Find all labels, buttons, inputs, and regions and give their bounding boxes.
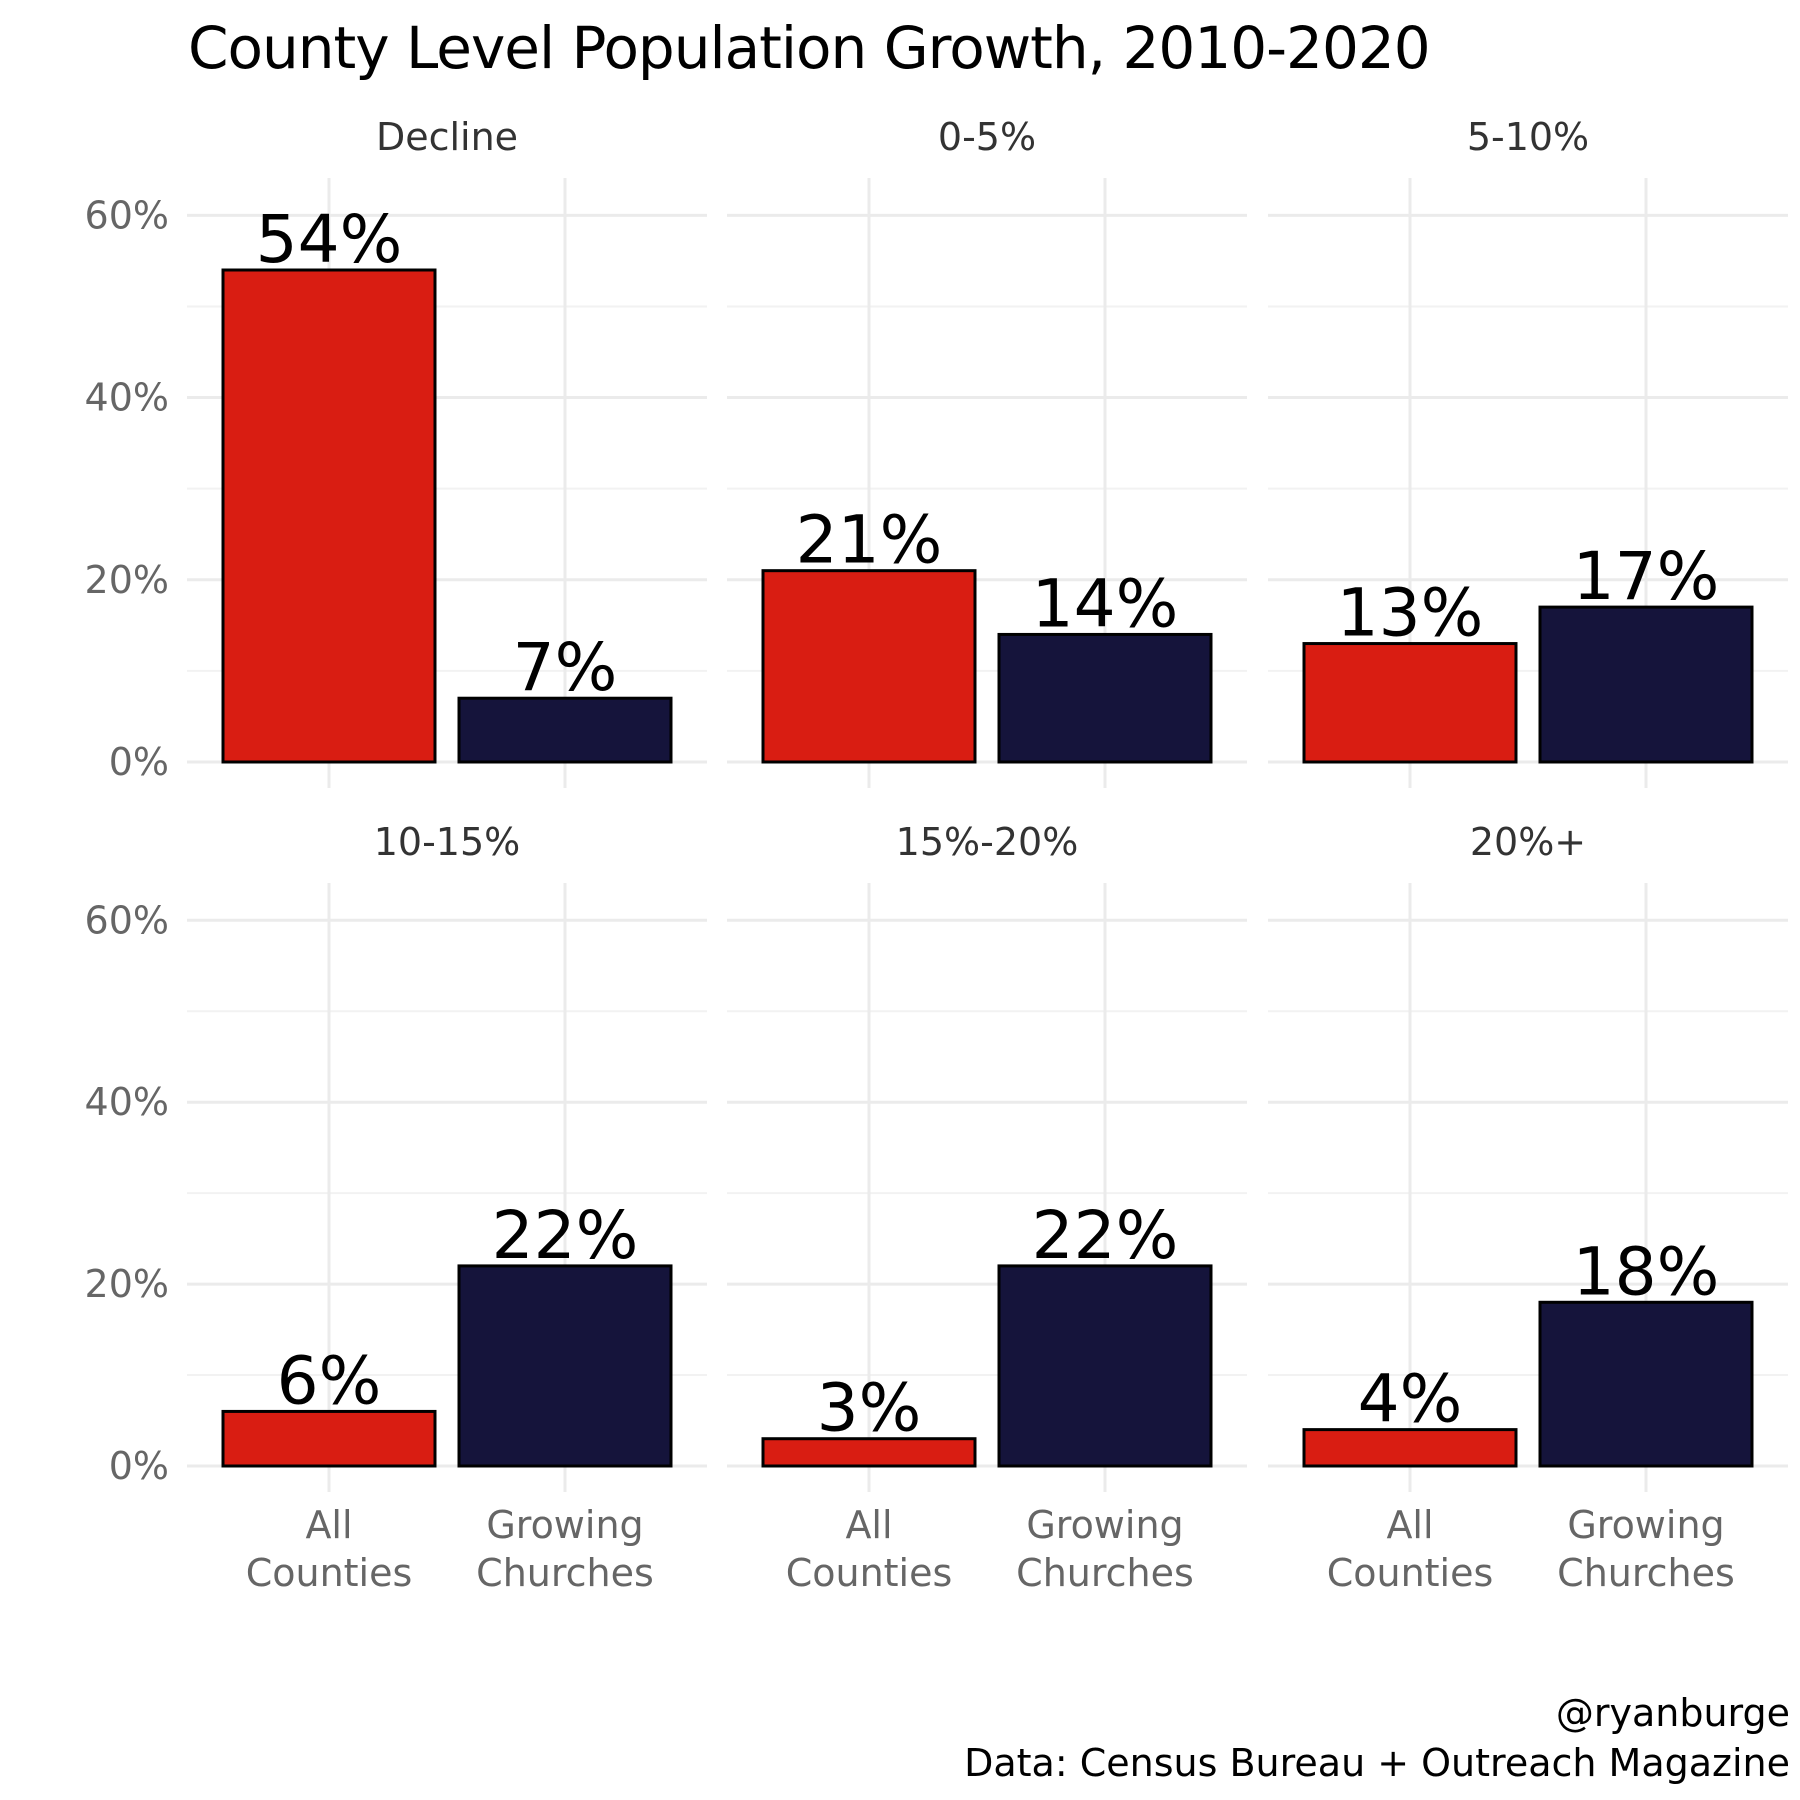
x-category-label-line: Counties: [1327, 1551, 1494, 1595]
x-category-label-line: All: [305, 1503, 352, 1547]
facet-panel-3: 10-15% 6% 22% 0% 20% 40% 60% All Counties Growing…: [85, 820, 707, 1595]
y-tick-label: 40%: [85, 376, 169, 420]
x-category-label-line: Counties: [246, 1551, 413, 1595]
facet-strip-label: 5-10%: [1467, 115, 1589, 159]
facet-strip-label: 0-5%: [938, 115, 1036, 159]
x-category-label: Growing Churches: [476, 1503, 654, 1595]
facet-strip-label: 10-15%: [374, 820, 521, 864]
data-label: 7%: [513, 629, 618, 706]
x-category-label: All Counties: [1327, 1503, 1494, 1595]
data-label: 18%: [1573, 1233, 1720, 1310]
facet-strip-label: Decline: [376, 115, 518, 159]
facet-panel-4: 15%-20% 3% 22% All Counties Growing Churches: [727, 820, 1247, 1595]
x-category-label: Growing Churches: [1557, 1503, 1735, 1595]
facet-strip-label: 20%+: [1470, 820, 1586, 864]
bar-all-counties: [761, 1437, 977, 1468]
bar-growing-churches: [1538, 1300, 1754, 1468]
facet-panel-2: 5-10% 13% 17%: [1268, 115, 1788, 788]
bar-all-counties: [1302, 1428, 1518, 1468]
y-tick-label: 60%: [85, 193, 169, 237]
facet-panel-0: Decline 54% 7% 0% 20% 40% 60%: [85, 115, 707, 788]
x-category-label-line: Counties: [786, 1551, 953, 1595]
bar-all-counties: [221, 268, 437, 764]
data-label: 13%: [1337, 575, 1484, 652]
bar-growing-churches: [457, 696, 673, 764]
data-label: 54%: [256, 201, 403, 278]
y-tick-label: 60%: [85, 898, 169, 942]
bar-growing-churches: [457, 1264, 673, 1468]
x-category-label-line: Growing: [1026, 1503, 1183, 1547]
bar-growing-churches: [997, 632, 1213, 764]
x-category-label-line: Churches: [1016, 1551, 1194, 1595]
x-category-label-line: Growing: [1567, 1503, 1724, 1547]
x-category-label-line: All: [1386, 1503, 1433, 1547]
x-category-label-line: Growing: [486, 1503, 643, 1547]
x-category-label-line: Churches: [476, 1551, 654, 1595]
data-label: 22%: [1032, 1197, 1179, 1274]
data-label: 3%: [817, 1370, 922, 1447]
data-label: 17%: [1573, 538, 1720, 615]
y-tick-label: 40%: [85, 1080, 169, 1124]
bar-all-counties: [1302, 642, 1518, 764]
data-label: 6%: [277, 1342, 382, 1419]
facet-strip-label: 15%-20%: [896, 820, 1079, 864]
page-title: County Level Population Growth, 2010-202…: [188, 14, 1431, 82]
bar-all-counties: [761, 569, 977, 764]
caption-source: Data: Census Bureau + Outreach Magazine: [964, 1741, 1790, 1785]
x-category-label-line: Churches: [1557, 1551, 1735, 1595]
y-tick-label: 20%: [85, 558, 169, 602]
data-label: 4%: [1358, 1361, 1463, 1438]
bar-growing-churches: [997, 1264, 1213, 1468]
facet-panel-5: 20%+ 4% 18% All Counties Growing Churches: [1268, 820, 1788, 1595]
bar-growing-churches: [1538, 605, 1754, 764]
x-category-label: Growing Churches: [1016, 1503, 1194, 1595]
x-category-label: All Counties: [786, 1503, 953, 1595]
y-tick-label: 20%: [85, 1262, 169, 1306]
caption-handle: @ryanburge: [1555, 1691, 1790, 1735]
y-tick-label: 0%: [109, 1444, 169, 1488]
data-label: 14%: [1032, 565, 1179, 642]
x-category-label: All Counties: [246, 1503, 413, 1595]
y-tick-label: 0%: [109, 740, 169, 784]
facet-panel-1: 0-5% 21% 14%: [727, 115, 1247, 788]
bar-all-counties: [221, 1409, 437, 1468]
data-label: 21%: [796, 502, 943, 579]
data-label: 22%: [492, 1197, 639, 1274]
caption: @ryanburge Data: Census Bureau + Outreac…: [964, 1688, 1790, 1788]
x-category-label-line: All: [845, 1503, 892, 1547]
